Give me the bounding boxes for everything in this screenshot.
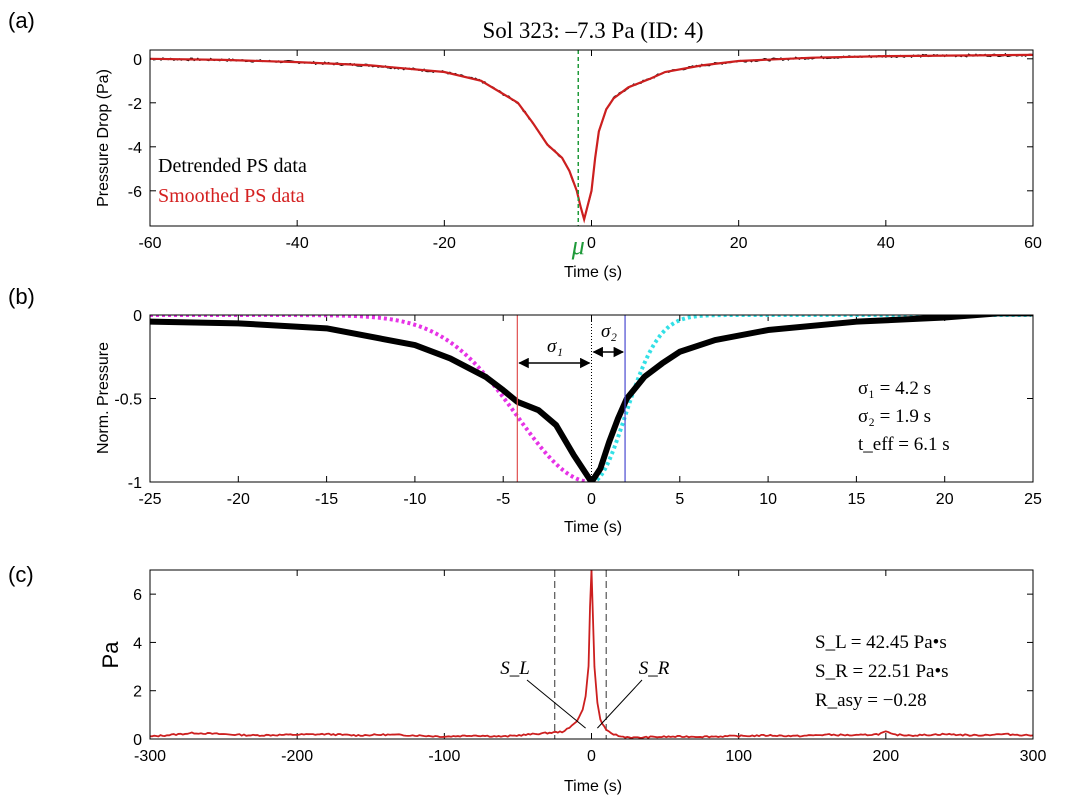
panel-c-xlabel: Time (s) (564, 778, 622, 795)
panel-c-xtick-label-2: -100 (428, 748, 460, 765)
panel-a-ticks: -60 -40 -20 0 20 40 60-6-4-20 (128, 50, 1042, 252)
panel-c-annotation-sl: S_L = 42.45 Pa•s (815, 632, 947, 653)
panel-c: -300 -200 -100 0 100 200 300 0 2 4 6 Time (s) Pa S… (98, 569, 1046, 795)
panel-b-ytick-label-1: -0.5 (114, 392, 142, 409)
panel-a-series (150, 50, 1033, 226)
panel-label-a: (a) (8, 8, 35, 33)
panel-a-ytick-label-0: -6 (128, 184, 142, 201)
panel-b-gaussian-left (150, 315, 592, 482)
panel-c-ylabel: Pa (98, 641, 123, 669)
panel-a-xtick-label-5: 40 (877, 235, 895, 252)
panel-b-xtick-label-10: 25 (1024, 491, 1042, 508)
panel-b-axes-box (149, 314, 1034, 483)
panel-a-series-smoothed-line (150, 53, 1033, 224)
panel-b-series-line (150, 315, 1033, 482)
panel-a-xtick-label-6: 60 (1024, 235, 1042, 252)
panel-b-xtick-label-0: -25 (138, 491, 161, 508)
panel-c-xtick-label-5: 200 (872, 748, 899, 765)
panel-c-series (150, 570, 1033, 739)
panel-a-legend-raw: Detrended PS data (158, 155, 307, 177)
panel-c-annotation-sr: S_R = 22.51 Pa•s (815, 661, 949, 682)
panel-b-xtick-label-4: -5 (496, 491, 510, 508)
panel-c-series-line (150, 570, 1033, 739)
panel-a-ytick-label-1: -4 (128, 140, 142, 157)
panel-a-ytick-label-2: -2 (128, 96, 142, 113)
panel-a-xtick-label-3: 0 (587, 235, 596, 252)
panel-c-xtick-label-3: 0 (587, 748, 596, 765)
panel-b-xlabel: Time (s) (564, 519, 622, 536)
panel-c-sl-pointer (526, 679, 586, 729)
panel-b-ytick-label-0: -1 (128, 475, 142, 492)
panel-c-ytick-label-0: 0 (133, 732, 142, 749)
panel-a: Sol 323: –7.3 Pa (ID: 4) -60 -40 -20 0 20 40 6… (95, 18, 1042, 281)
panel-c-ytick-label-2: 4 (133, 635, 142, 652)
panel-b-annotation-sigma1: σ₁ = 4.2 s (858, 378, 931, 399)
panel-b-gaussian-right (591, 315, 1032, 482)
panel-b-annotation-teff: t_eff = 6.1 s (858, 434, 950, 455)
panel-a-ytick-label-3: 0 (133, 52, 142, 69)
panel-label-b: (b) (8, 284, 35, 309)
panel-a-mu-label: μ (571, 231, 585, 260)
panel-a-xtick-label-0: -60 (138, 235, 161, 252)
panel-c-xtick-label-1: -200 (281, 748, 313, 765)
panel-b-ytick-label-2: 0 (133, 308, 142, 325)
panel-b-xtick-label-8: 15 (848, 491, 866, 508)
panel-b-xtick-label-3: -10 (403, 491, 426, 508)
panel-b-sigma2-label: σ₂ (601, 321, 617, 342)
panel-b-series (150, 315, 1033, 482)
panel-b-xtick-label-9: 20 (936, 491, 954, 508)
panel-b-xtick-label-1: -20 (227, 491, 250, 508)
panel-b-xtick-label-7: 10 (759, 491, 777, 508)
panel-a-legend-smoothed: Smoothed PS data (158, 185, 305, 207)
panel-b-ylabel: Norm. Pressure (95, 342, 112, 454)
panel-c-sr-label: S_R (639, 658, 670, 679)
panel-a-xtick-label-4: 20 (730, 235, 748, 252)
panel-c-annotation-rasy: R_asy = −0.28 (815, 690, 927, 711)
panel-b-xtick-label-2: -15 (315, 491, 338, 508)
panel-c-sr-pointer (597, 679, 643, 729)
panel-a-axes-box (149, 49, 1034, 227)
panel-c-sl-label: S_L (500, 658, 530, 679)
panel-b-sigma1-label: σ₁ (547, 336, 563, 357)
panel-c-axes-box (149, 569, 1034, 740)
panel-c-xtick-label-0: -300 (134, 748, 166, 765)
panel-a-title: Sol 323: –7.3 Pa (ID: 4) (482, 18, 703, 43)
panel-c-ticks: -300 -200 -100 0 100 200 300 0 2 4 6 (133, 570, 1046, 765)
panel-c-xtick-label-4: 100 (725, 748, 752, 765)
panel-b-xtick-label-5: 0 (587, 491, 596, 508)
panel-b-xtick-label-6: 5 (675, 491, 684, 508)
panel-a-ylabel: Pressure Drop (Pa) (95, 69, 112, 207)
panel-c-ytick-label-3: 6 (133, 587, 142, 604)
panel-b-annotation-sigma2: σ₂ = 1.9 s (858, 406, 931, 427)
panel-b: -25 -20 -15 -10 -5 0 5 10 15 20 25 -1 -0.5 0 Time (s)… (95, 308, 1042, 536)
panel-a-xtick-label-1: -40 (286, 235, 309, 252)
panel-label-c: (c) (8, 562, 34, 587)
panel-b-ticks: -25 -20 -15 -10 -5 0 5 10 15 20 25 -1 -0.5 0 (114, 308, 1042, 508)
panel-a-xlabel: Time (s) (564, 264, 622, 281)
panel-c-xtick-label-6: 300 (1020, 748, 1047, 765)
panel-a-xtick-label-2: -20 (433, 235, 456, 252)
panel-c-ytick-label-1: 2 (133, 684, 142, 701)
